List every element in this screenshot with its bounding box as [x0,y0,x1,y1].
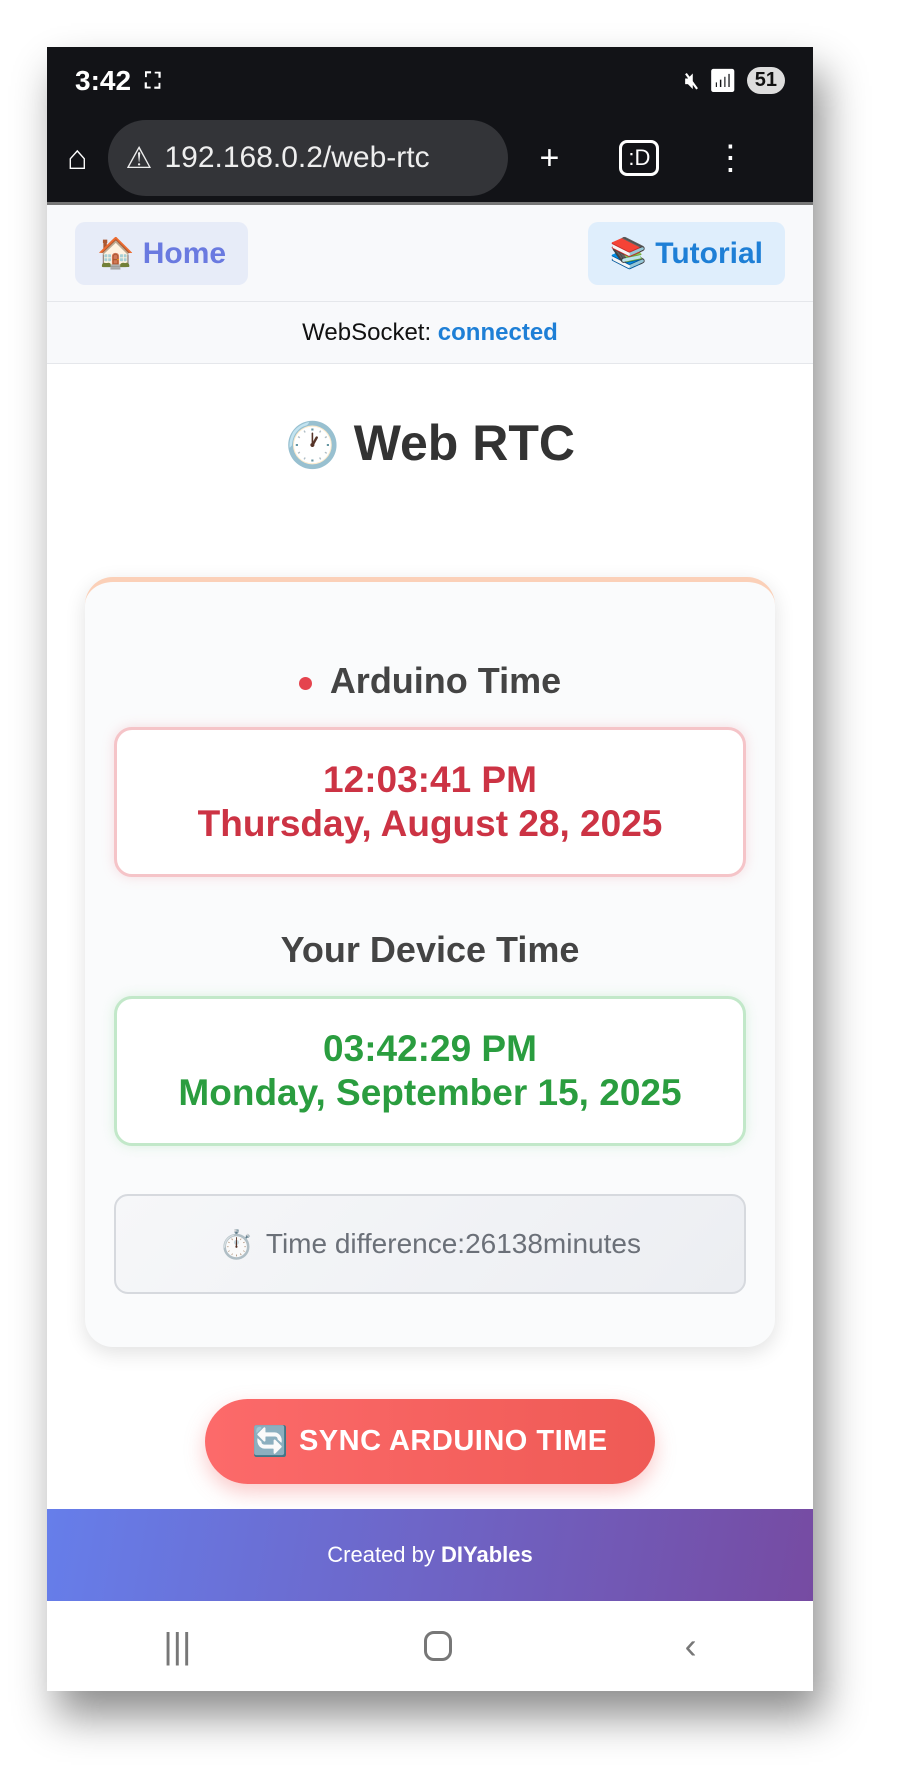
recent-apps-icon[interactable]: ||| [163,1625,192,1666]
browser-toolbar: ⌂ ⚠ 192.168.0.2/web-rtc + :D ⋮ [47,114,813,205]
top-nav: 🏠 Home 📚 Tutorial [47,205,813,302]
time-difference: ⏱️ Time difference:26138minutes [114,1194,746,1294]
page-title-text: Web RTC [353,415,575,471]
home-label: Home [142,236,227,270]
back-icon[interactable]: ‹ [684,1625,697,1666]
websocket-status: WebSocket: connected [47,302,813,364]
home-link[interactable]: 🏠 Home [75,221,249,285]
arduino-label-text: Arduino Time [329,660,562,701]
sync-label: SYNC ARDUINO TIME [298,1425,608,1457]
warning-icon: ⚠ [125,141,153,175]
new-tab-icon[interactable]: + [539,138,560,177]
device-time-box: 03:42:29 PM Monday, September 15, 2025 [114,996,746,1146]
home-button-icon[interactable] [424,1631,453,1661]
arduino-time-box: 12:03:41 PM Thursday, August 28, 2025 [114,727,746,877]
device-time: 03:42:29 PM [323,1028,537,1069]
status-time: 3:42 [75,64,132,96]
footer-brand-link[interactable]: DIYables [441,1542,533,1567]
menu-icon[interactable]: ⋮ [713,139,748,177]
mute-icon: 🔇︎ [684,67,699,93]
status-dot-icon [298,676,312,690]
clock-icon: 🕐 [285,421,340,470]
arduino-time-label: Arduino Time [85,660,775,702]
footer: Created by DIYables [47,1509,813,1601]
page-title: 🕐 Web RTC [47,414,813,472]
arduino-time: 12:03:41 PM [323,759,537,800]
sync-arduino-time-button[interactable]: 🔄 SYNC ARDUINO TIME [205,1399,655,1484]
time-difference-text: Time difference:26138minutes [265,1228,641,1259]
house-icon: 🏠 [97,236,135,270]
screenshot-icon: ⛶ [145,67,161,93]
phone-screen: 3:42 ⛶ 🔇︎ 📶︎ 51 ⌂ ⚠ 192.168.0.2/web-rtc … [47,47,813,1691]
home-icon[interactable]: ⌂ [67,138,88,177]
tutorial-label: Tutorial [655,236,763,270]
wifi-icon: 📶︎ [708,67,737,93]
websocket-label: WebSocket: [302,319,432,346]
tabs-icon[interactable]: :D [619,140,660,176]
status-bar: 3:42 ⛶ 🔇︎ 📶︎ 51 [47,47,813,114]
websocket-state: connected [437,319,558,346]
stopwatch-icon: ⏱️ [219,1228,254,1260]
address-bar[interactable]: ⚠ 192.168.0.2/web-rtc [107,120,508,196]
arduino-date: Thursday, August 28, 2025 [197,803,663,844]
footer-prefix: Created by [327,1542,435,1567]
device-time-label: Your Device Time [280,929,580,970]
books-icon: 📚 [609,236,647,270]
system-nav-bar: ||| ‹ [47,1601,813,1691]
device-date: Monday, September 15, 2025 [178,1072,682,1113]
refresh-icon: 🔄 [252,1425,289,1458]
url-text: 192.168.0.2/web-rtc [164,141,430,174]
tutorial-link[interactable]: 📚 Tutorial [587,221,785,285]
battery-indicator: 51 [746,67,785,94]
time-card: Arduino Time 12:03:41 PM Thursday, Augus… [85,577,775,1347]
